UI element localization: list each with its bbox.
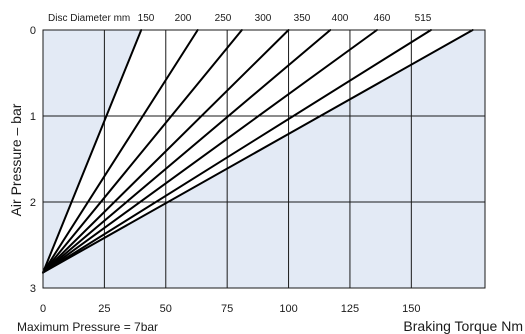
x-axis-title: Braking Torque Nm <box>403 318 523 334</box>
grid-lines <box>43 30 485 288</box>
x-tick-label-1: 25 <box>98 303 110 315</box>
x-tick-label-6: 150 <box>402 303 420 315</box>
x-tick-label-4: 100 <box>279 303 297 315</box>
series-lines <box>42 29 474 274</box>
series-label-250: 250 <box>215 13 232 24</box>
series-label-200: 200 <box>175 13 192 24</box>
series-line-350 <box>42 29 332 274</box>
series-label-300: 300 <box>255 13 272 24</box>
series-line-150 <box>42 29 143 274</box>
x-tick-label-2: 50 <box>160 303 172 315</box>
y-tick-labels: 0 1 2 3 <box>30 25 36 295</box>
x-tick-label-3: 75 <box>221 303 233 315</box>
series-label-400: 400 <box>332 13 349 24</box>
series-line-300 <box>42 29 290 274</box>
series-line-200 <box>42 29 199 274</box>
x-tick-labels: 0 25 50 75 100 125 150 <box>40 303 421 315</box>
x-tick-label-0: 0 <box>40 303 46 315</box>
series-label-515: 515 <box>415 13 432 24</box>
x-tick-label-5: 125 <box>341 303 359 315</box>
series-labels: 150 200 250 300 350 400 460 515 <box>138 13 432 24</box>
y-tick-label-2: 2 <box>30 197 36 209</box>
y-axis-title: Air Pressure – bar <box>8 103 24 216</box>
series-line-515 <box>42 29 474 274</box>
series-label-350: 350 <box>294 13 311 24</box>
series-label-460: 460 <box>374 13 391 24</box>
y-tick-label-0: 0 <box>30 25 36 37</box>
top-axis-label: Disc Diameter mm <box>48 13 130 24</box>
y-tick-label-1: 1 <box>30 111 36 123</box>
series-line-460 <box>42 29 432 274</box>
plot-frame <box>42 29 486 289</box>
series-line-250 <box>42 29 243 274</box>
series-label-150: 150 <box>138 13 155 24</box>
series-line-400 <box>42 29 378 274</box>
y-tick-label-3: 3 <box>30 283 36 295</box>
footnote: Maximum Pressure = 7bar <box>17 320 158 334</box>
